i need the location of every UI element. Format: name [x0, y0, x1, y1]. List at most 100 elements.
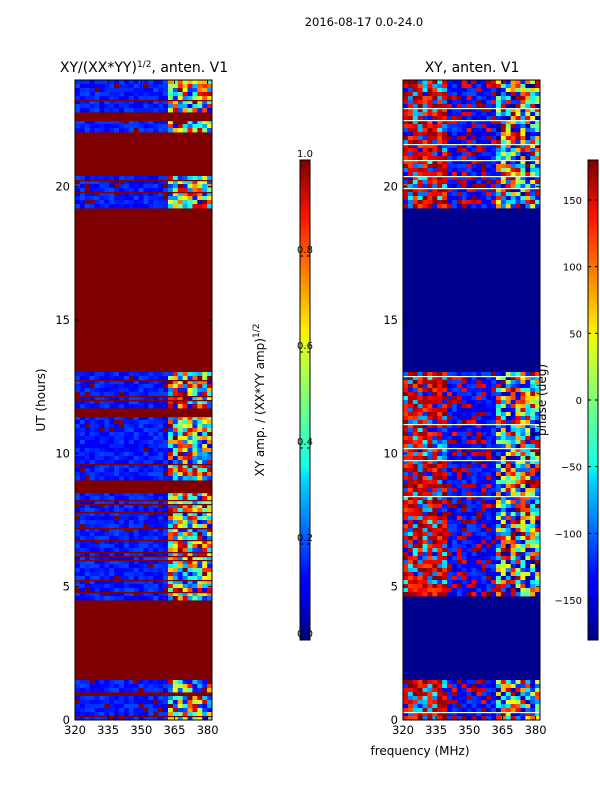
- heatmap-cell: [167, 196, 174, 201]
- heatmap-cell: [505, 200, 512, 205]
- heatmap-cell: [109, 684, 115, 689]
- heatmap-cell: [515, 460, 521, 465]
- heatmap-cell: [525, 200, 531, 205]
- heatmap-cell: [456, 464, 463, 469]
- heatmap-cell: [192, 184, 198, 189]
- heatmap-cell: [167, 88, 174, 93]
- heatmap-cell: [202, 444, 208, 449]
- heatmap-cell: [427, 448, 433, 453]
- heatmap-cell: [407, 164, 414, 169]
- heatmap-cell: [535, 400, 541, 405]
- heatmap-cell: [104, 404, 110, 409]
- heatmap-cell: [525, 532, 531, 537]
- heatmap-cell: [471, 148, 477, 153]
- heatmap-cell: [515, 132, 521, 137]
- heatmap-cell: [447, 200, 453, 205]
- heatmap-cell: [75, 708, 81, 713]
- heatmap-cell: [109, 592, 115, 597]
- heatmap-cell: [79, 528, 86, 533]
- heatmap-cell: [520, 476, 526, 481]
- heatmap-cell: [515, 536, 521, 541]
- heatmap-cell: [172, 452, 179, 457]
- heatmap-cell: [89, 524, 95, 529]
- heatmap-cell: [451, 428, 458, 433]
- heatmap-cell: [422, 196, 428, 201]
- heatmap-cell: [530, 412, 536, 417]
- heatmap-cell: [510, 176, 516, 181]
- heatmap-cell: [167, 396, 174, 401]
- heatmap-cell: [505, 180, 512, 185]
- heatmap-cell: [138, 472, 144, 477]
- heatmap-cell: [158, 128, 164, 133]
- heatmap-cell: [451, 504, 458, 509]
- heatmap-cell: [182, 712, 188, 717]
- heatmap-cell: [187, 432, 193, 437]
- heatmap-cell: [417, 496, 423, 501]
- heatmap-cell: [461, 204, 467, 209]
- heatmap-cell: [158, 80, 164, 85]
- heatmap-cell: [158, 512, 164, 517]
- heatmap-cell: [412, 404, 419, 409]
- heatmap-cell: [163, 468, 169, 473]
- heatmap-cell: [491, 148, 497, 153]
- heatmap-cell: [447, 172, 453, 177]
- heatmap-cell: [79, 376, 86, 381]
- heatmap-cell: [94, 128, 100, 133]
- heatmap-cell: [417, 104, 423, 109]
- heatmap-cell: [104, 556, 110, 561]
- heatmap-cell: [471, 424, 477, 429]
- heatmap-cell: [461, 416, 467, 421]
- heatmap-cell: [437, 460, 443, 465]
- heatmap-cell: [525, 172, 531, 177]
- heatmap-cell: [476, 160, 482, 165]
- heatmap-cell: [461, 432, 467, 437]
- heatmap-cell: [476, 536, 482, 541]
- heatmap-cell: [158, 124, 164, 129]
- heatmap-cell: [505, 580, 512, 585]
- heatmap-cell: [412, 444, 419, 449]
- heatmap-cell: [422, 688, 428, 693]
- heatmap-stripe: [403, 176, 540, 178]
- heatmap-cell: [495, 464, 502, 469]
- heatmap-cell: [481, 92, 487, 97]
- heatmap-cell: [167, 512, 174, 517]
- heatmap-cell: [79, 688, 86, 693]
- heatmap-cell: [153, 432, 159, 437]
- heatmap-cell: [128, 476, 135, 481]
- heatmap-cell: [427, 404, 433, 409]
- heatmap-cell: [153, 388, 159, 393]
- heatmap-cell: [491, 460, 497, 465]
- heatmap-cell: [422, 420, 428, 425]
- heatmap-cell: [158, 496, 164, 501]
- heatmap-cell: [456, 568, 463, 573]
- heatmap-cell: [417, 372, 423, 377]
- heatmap-cell: [451, 680, 458, 685]
- heatmap-cell: [138, 708, 144, 713]
- heatmap-cell: [99, 404, 105, 409]
- heatmap-cell: [143, 492, 149, 497]
- heatmap-cell: [119, 192, 125, 197]
- heatmap-cell: [535, 380, 541, 385]
- heatmap-cell: [177, 104, 184, 109]
- heatmap-cell: [202, 192, 208, 197]
- heatmap-cell: [123, 448, 130, 453]
- heatmap-cell: [84, 496, 91, 501]
- heatmap-cell: [163, 688, 169, 693]
- heatmap-cell: [79, 540, 86, 545]
- heatmap-cell: [481, 384, 487, 389]
- heatmap-cell: [525, 688, 531, 693]
- heatmap-cell: [481, 552, 487, 557]
- heatmap-cell: [182, 544, 188, 549]
- heatmap-cell: [495, 88, 502, 93]
- heatmap-cell: [432, 456, 438, 461]
- heatmap-cell: [422, 452, 428, 457]
- heatmap-cell: [407, 116, 414, 121]
- heatmap-cell: [535, 396, 541, 401]
- heatmap-cell: [412, 88, 419, 93]
- heatmap-cell: [417, 528, 423, 533]
- heatmap-cell: [407, 592, 414, 597]
- heatmap-cell: [84, 84, 91, 89]
- heatmap-cell: [442, 536, 448, 541]
- heatmap-cell: [89, 184, 95, 189]
- heatmap-cell: [202, 520, 208, 525]
